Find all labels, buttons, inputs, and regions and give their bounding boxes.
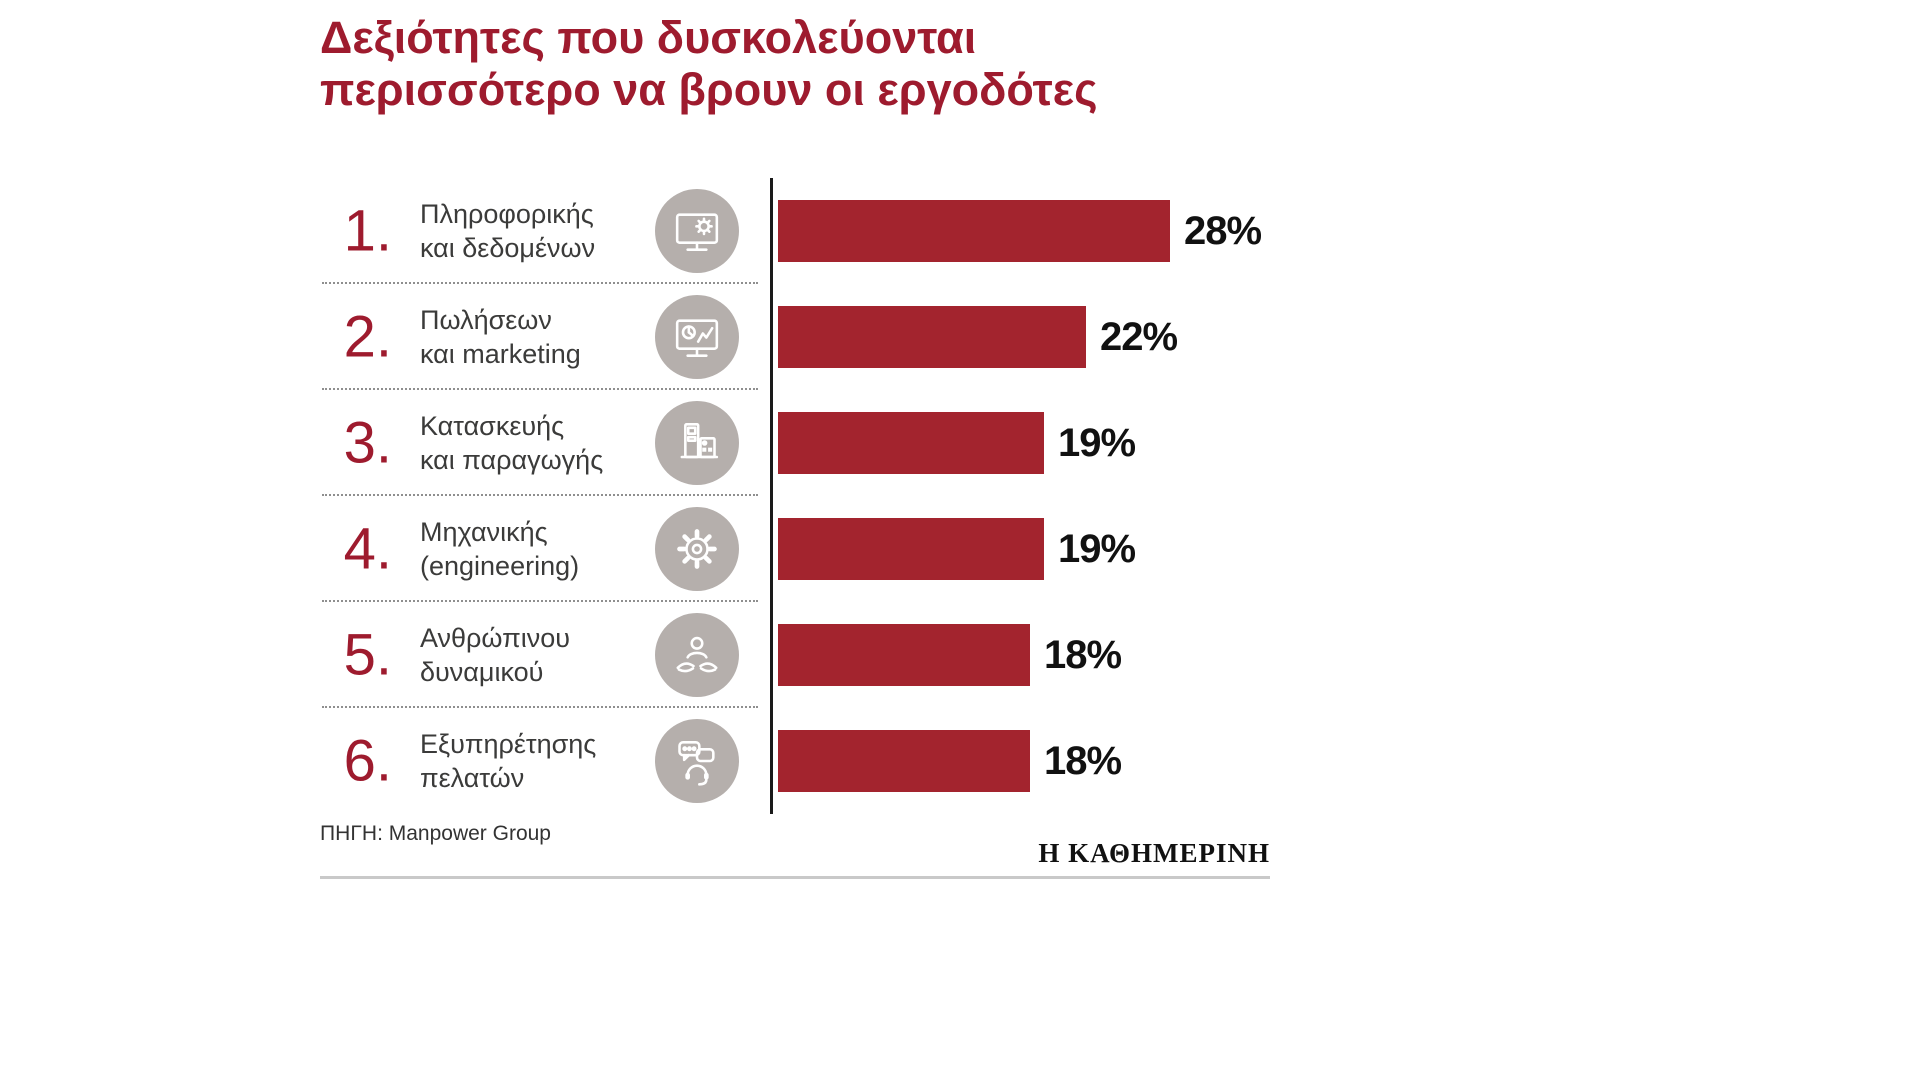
chart-row: 2. Πωλήσεων και marketing 22% xyxy=(320,284,1270,390)
percent-label: 19% xyxy=(1058,420,1136,465)
gear-icon xyxy=(655,507,739,591)
page-title-line2: περισσότερο να βρουν οι εργοδότες xyxy=(320,64,1098,116)
page-title: Δεξιότητες που δυσκολεύονται περισσότερο … xyxy=(320,12,1098,116)
rank-number: 6. xyxy=(343,728,392,794)
category-label-line1: Ανθρώπινου xyxy=(420,623,571,653)
bar-area: 18% xyxy=(778,602,1122,708)
footer-rule xyxy=(320,876,1270,879)
chart-row: 1. Πληροφορικής και δεδομένων 28% xyxy=(320,178,1270,284)
chart-row: 5. Ανθρώπινου δυναμικού 18% xyxy=(320,602,1270,708)
percent-label: 18% xyxy=(1044,632,1122,677)
percent-label: 28% xyxy=(1184,208,1262,253)
chat-headset-icon xyxy=(655,719,739,803)
rank-number: 5. xyxy=(343,622,392,688)
bar-area: 19% xyxy=(778,390,1136,496)
percent-label: 18% xyxy=(1044,738,1122,783)
chart-row: 6. Εξυπηρέτησης πελατών 18% xyxy=(320,708,1270,814)
bar-area: 22% xyxy=(778,284,1178,390)
computer-chart-icon xyxy=(655,295,739,379)
bar xyxy=(778,624,1030,686)
page-title-line1: Δεξιότητες που δυσκολεύονται xyxy=(320,12,977,63)
rank-number: 2. xyxy=(343,304,392,370)
brand-logo: Η ΚΑΘΗΜΕΡΙΝΗ xyxy=(1038,838,1270,868)
person-hands-icon xyxy=(655,613,739,697)
rank-number: 3. xyxy=(343,410,392,476)
category-label-line2: και marketing xyxy=(420,339,581,369)
bar-area: 28% xyxy=(778,178,1262,284)
chart-row: 3. Κατασκευής και παραγωγής 19% xyxy=(320,390,1270,496)
chart-rows: 1. Πληροφορικής και δεδομένων 28% 2. Πωλή… xyxy=(320,178,1270,814)
category-label-line1: Πληροφορικής xyxy=(420,199,594,229)
category-label-line2: πελατών xyxy=(420,763,525,793)
bar-chart: 1. Πληροφορικής και δεδομένων 28% 2. Πωλή… xyxy=(320,178,1270,814)
category-label-line2: και δεδομένων xyxy=(420,233,596,263)
category-label-line2: δυναμικού xyxy=(420,657,544,687)
bar-area: 19% xyxy=(778,496,1136,602)
category-label: Μηχανικής (engineering) xyxy=(420,515,638,583)
category-label: Εξυπηρέτησης πελατών xyxy=(420,727,638,795)
category-label: Κατασκευής και παραγωγής xyxy=(420,409,638,477)
category-label-line1: Μηχανικής xyxy=(420,517,548,547)
category-label-line1: Εξυπηρέτησης xyxy=(420,729,597,759)
category-label: Πληροφορικής και δεδομένων xyxy=(420,197,638,265)
source-note: ΠΗΓΗ: Manpower Group xyxy=(320,822,551,845)
category-label: Πωλήσεων και marketing xyxy=(420,303,638,371)
bar xyxy=(778,518,1044,580)
percent-label: 22% xyxy=(1100,314,1178,359)
category-label: Ανθρώπινου δυναμικού xyxy=(420,621,638,689)
bar-area: 18% xyxy=(778,708,1122,814)
category-label-line2: (engineering) xyxy=(420,551,580,581)
computer-gear-icon xyxy=(655,189,739,273)
category-label-line2: και παραγωγής xyxy=(420,445,604,475)
rank-number: 4. xyxy=(343,516,392,582)
percent-label: 19% xyxy=(1058,526,1136,571)
bar xyxy=(778,412,1044,474)
axis-line xyxy=(770,178,773,814)
chart-row: 4. Μηχανικής (engineering) 19% xyxy=(320,496,1270,602)
bar xyxy=(778,306,1086,368)
factory-machines-icon xyxy=(655,401,739,485)
rank-number: 1. xyxy=(343,198,392,264)
bar xyxy=(778,730,1030,792)
category-label-line1: Κατασκευής xyxy=(420,411,565,441)
content-area: Δεξιότητες που δυσκολεύονται περισσότερο … xyxy=(320,0,1270,1080)
bar xyxy=(778,200,1170,262)
category-label-line1: Πωλήσεων xyxy=(420,305,552,335)
